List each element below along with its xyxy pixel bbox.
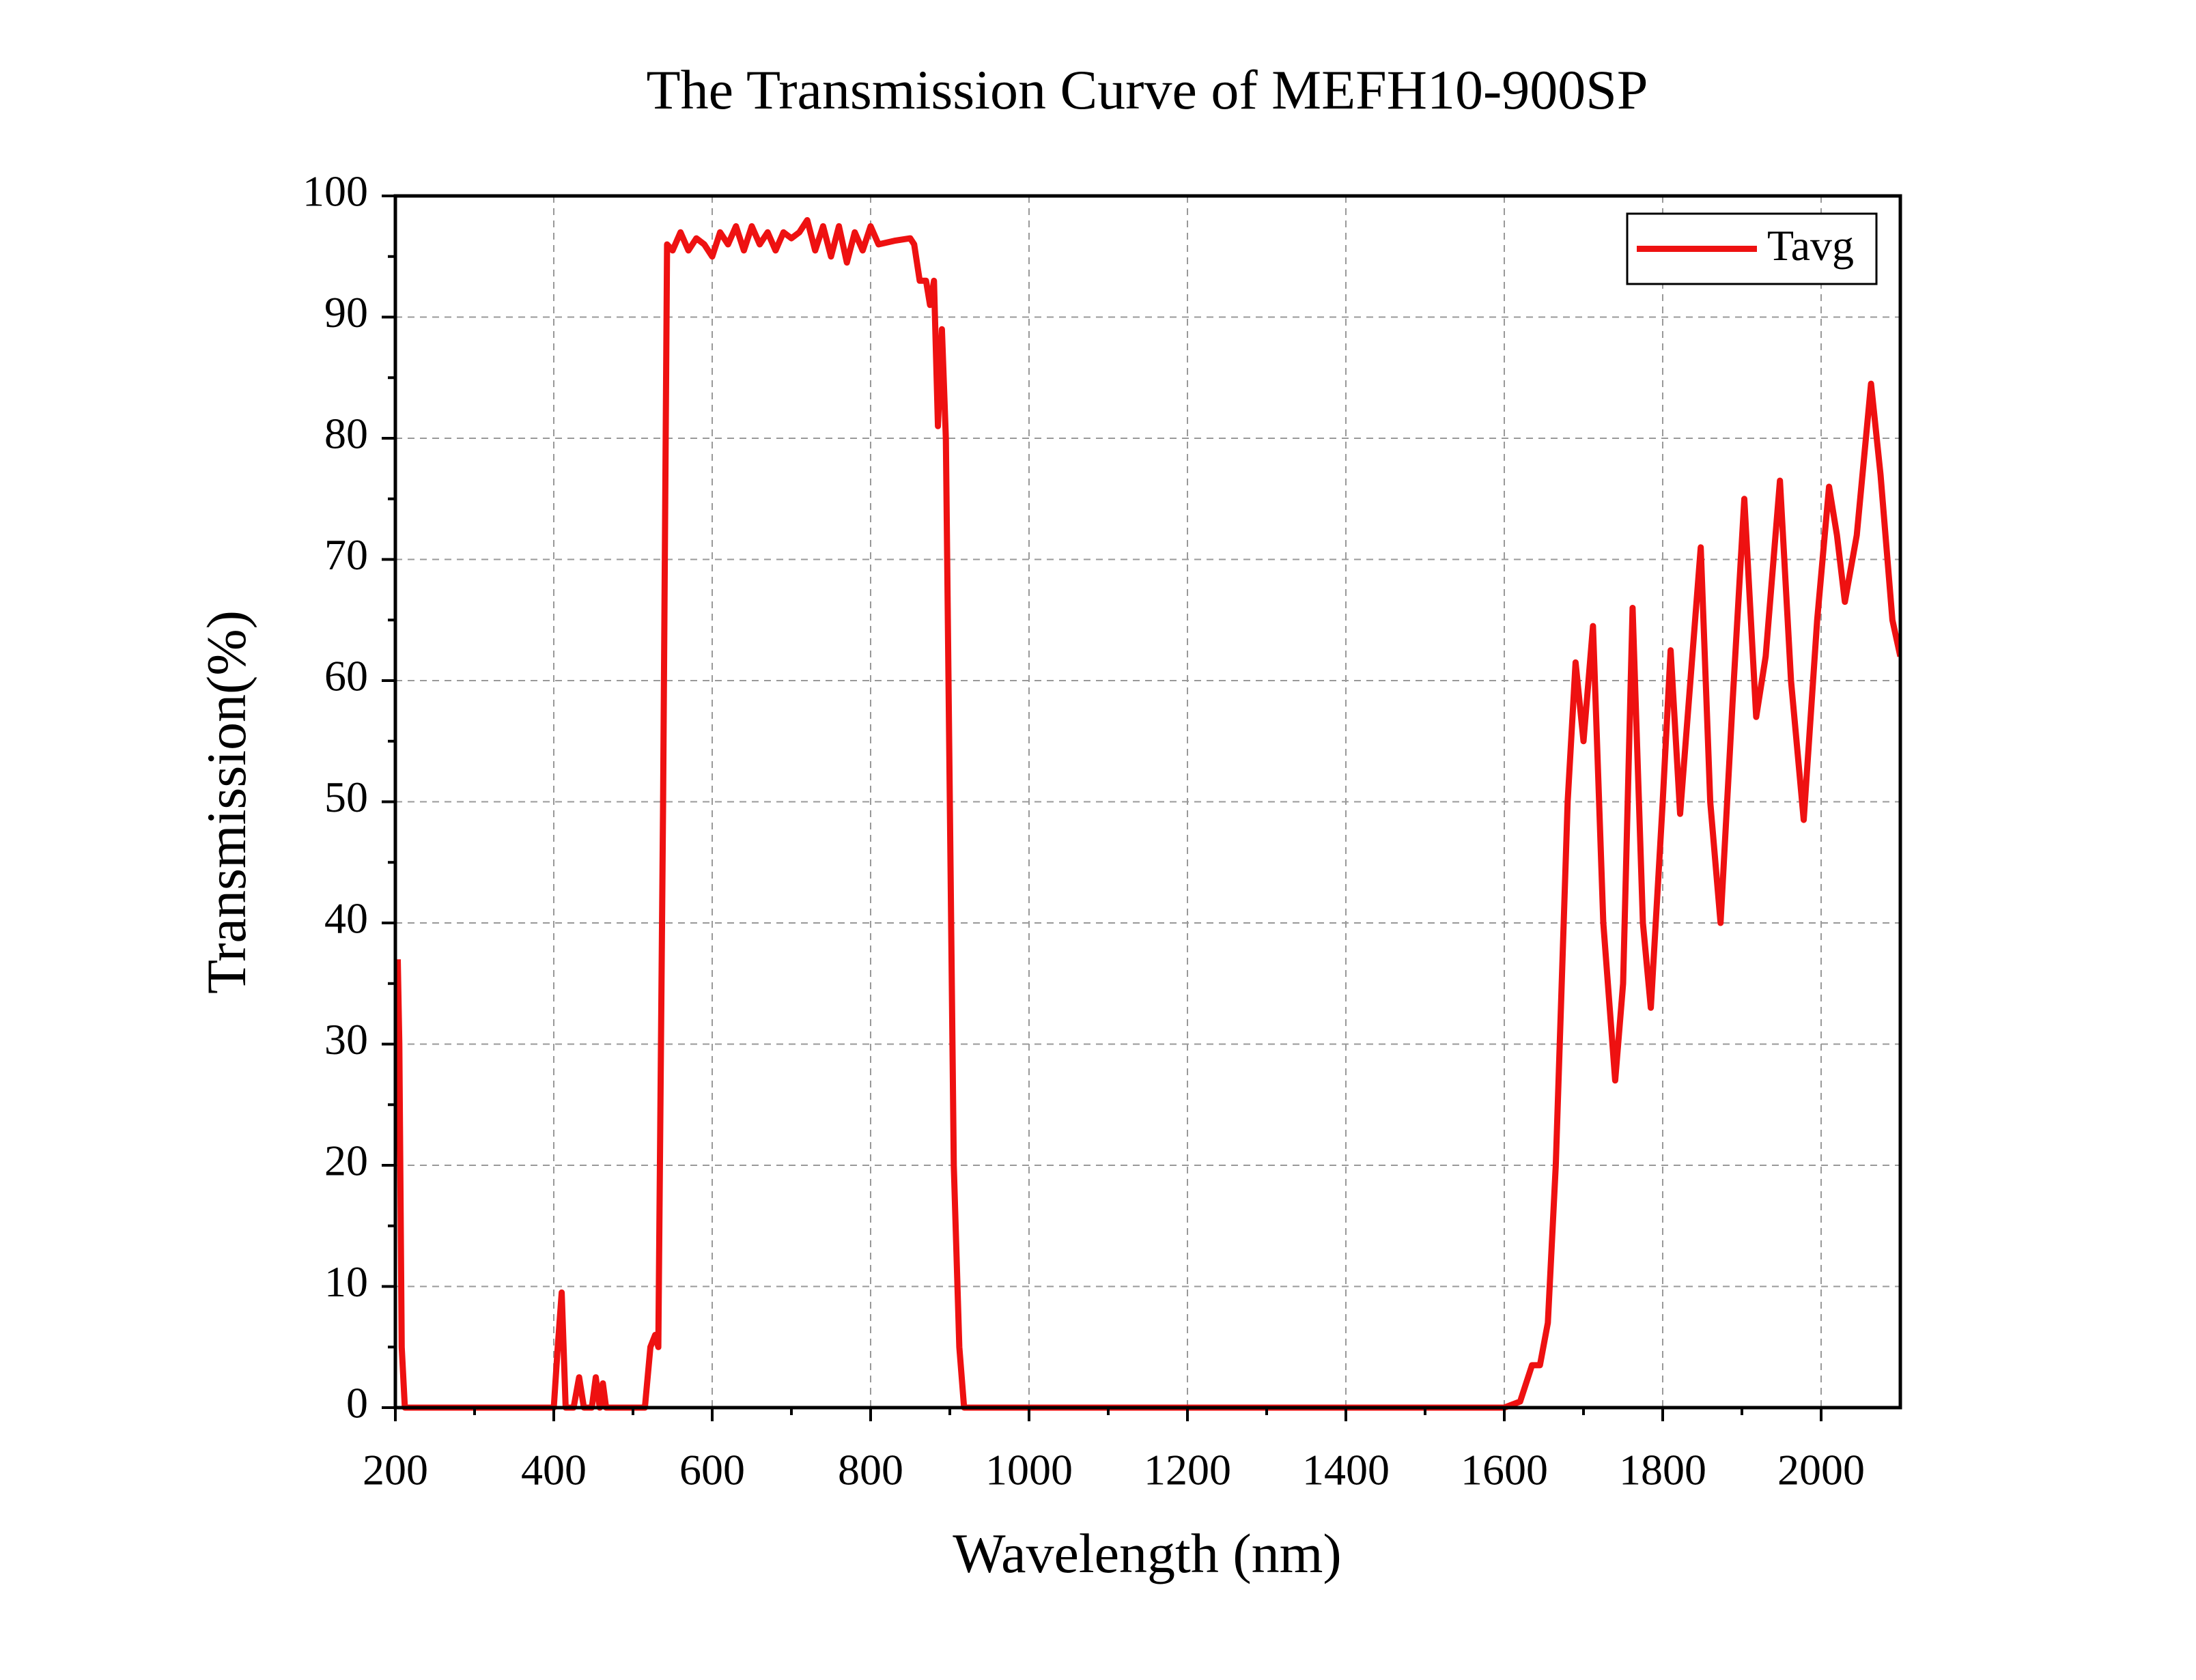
x-tick-label: 1200 xyxy=(1144,1446,1231,1494)
x-tick-label: 800 xyxy=(838,1446,903,1494)
legend: Tavg xyxy=(1626,212,1878,285)
y-tick-label: 50 xyxy=(324,773,368,821)
x-tick-label: 600 xyxy=(679,1446,745,1494)
data-line xyxy=(395,217,1900,1411)
y-tick-label: 0 xyxy=(346,1379,368,1427)
y-tick-label: 30 xyxy=(324,1015,368,1064)
x-tick-label: 1400 xyxy=(1302,1446,1390,1494)
y-tick-label: 40 xyxy=(324,894,368,943)
y-tick-label: 100 xyxy=(302,167,368,216)
y-tick-label: 90 xyxy=(324,288,368,337)
x-tick-label: 1800 xyxy=(1619,1446,1706,1494)
y-axis-label: Transmission(%) xyxy=(195,610,257,994)
chart-title: The Transmission Curve of MEFH10-900SP xyxy=(646,59,1648,121)
y-tick-label: 10 xyxy=(324,1257,368,1306)
x-tick-label: 200 xyxy=(363,1446,428,1494)
y-tick-label: 80 xyxy=(324,410,368,458)
legend-label: Tavg xyxy=(1767,221,1854,270)
x-tick-label: 2000 xyxy=(1777,1446,1865,1494)
y-tick-label: 60 xyxy=(324,652,368,700)
x-tick-label: 1600 xyxy=(1461,1446,1548,1494)
x-tick-label: 400 xyxy=(521,1446,587,1494)
y-tick-label: 70 xyxy=(324,530,368,579)
y-tick-label: 20 xyxy=(324,1137,368,1185)
x-axis-label: Wavelength (nm) xyxy=(953,1522,1341,1584)
x-tick-label: 1000 xyxy=(985,1446,1073,1494)
